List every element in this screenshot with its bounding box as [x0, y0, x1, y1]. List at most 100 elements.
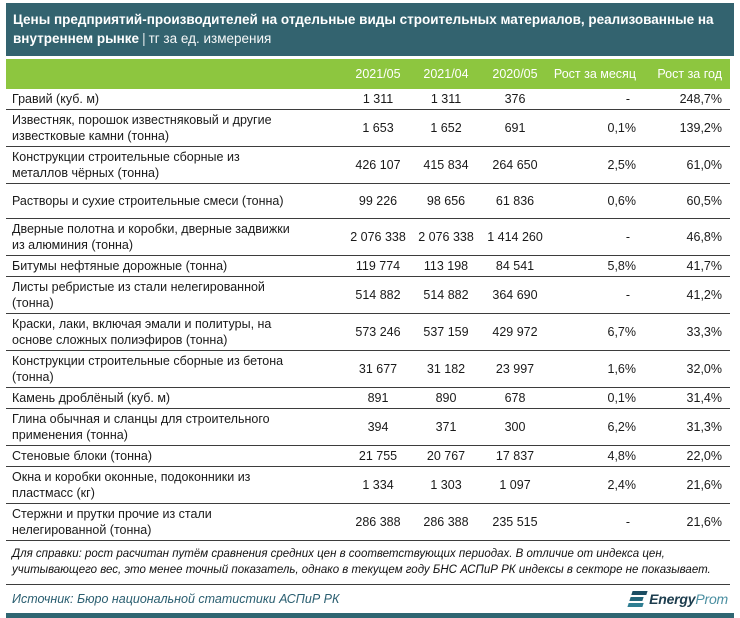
price-cell: 691	[478, 109, 552, 147]
growth-cell: 60,5%	[644, 183, 730, 219]
price-table: 2021/05 2021/04 2020/05 Рост за месяц Ро…	[6, 59, 730, 541]
growth-cell: 4,8%	[552, 445, 644, 467]
price-cell: 31 677	[342, 350, 414, 388]
price-cell: 514 882	[342, 276, 414, 314]
price-cell: 235 515	[478, 503, 552, 541]
price-cell: 264 650	[478, 146, 552, 184]
column-header-year-growth: Рост за год	[657, 67, 722, 81]
price-cell: 119 774	[342, 255, 414, 277]
price-cell: 890	[414, 387, 478, 409]
price-cell: 99 226	[342, 183, 414, 219]
table-header-row: 2021/05 2021/04 2020/05 Рост за месяц Ро…	[6, 59, 730, 89]
column-header-2021-04: 2021/04	[423, 67, 469, 81]
footnote: Для справки: рост расчитан путём сравнен…	[6, 541, 730, 585]
material-name: Конструкции строительные сборные из бето…	[6, 350, 342, 388]
title-text: Цены предприятий-производителей на отдел…	[13, 12, 714, 46]
price-cell: 1 303	[414, 466, 478, 504]
growth-cell: 22,0%	[644, 445, 730, 467]
price-cell: 1 653	[342, 109, 414, 147]
table-row: Камень дроблёный (куб. м) 891 890 678 0,1% 31…	[6, 387, 730, 409]
table-row: Конструкции строительные сборные из мета…	[6, 146, 730, 184]
growth-cell: 21,6%	[644, 503, 730, 541]
price-cell: 376	[478, 89, 552, 110]
price-cell: 17 837	[478, 445, 552, 467]
material-name: Битумы нефтяные дорожные (тонна)	[6, 255, 342, 277]
material-name: Глина обычная и сланцы для строительного…	[6, 408, 342, 446]
material-name: Камень дроблёный (куб. м)	[6, 387, 342, 409]
growth-cell: 1,6%	[552, 350, 644, 388]
material-name: Известняк, порошок известняковый и други…	[6, 109, 342, 147]
price-cell: 1 652	[414, 109, 478, 147]
price-cell: 371	[414, 408, 478, 446]
price-cell: 426 107	[342, 146, 414, 184]
price-cell: 394	[342, 408, 414, 446]
price-cell: 61 836	[478, 183, 552, 219]
growth-cell: 2,5%	[552, 146, 644, 184]
column-header-month-growth: Рост за месяц	[553, 67, 636, 81]
price-cell: 286 388	[342, 503, 414, 541]
table-row: Конструкции строительные сборные из бето…	[6, 350, 730, 388]
price-cell: 1 311	[414, 89, 478, 110]
price-cell: 1 414 260	[478, 218, 552, 256]
growth-cell: -	[552, 218, 644, 256]
table-body: Гравий (куб. м) 1 311 1 311 376-248,7% Извес…	[6, 89, 730, 541]
title-separator: |	[142, 31, 146, 46]
title-unit: тг за ед. измерения	[148, 31, 272, 46]
table-row: Стеновые блоки (тонна) 21 755 20 767 17 837…	[6, 445, 730, 467]
price-cell: 31 182	[414, 350, 478, 388]
table-row: Окна и коробки оконные, подоконники из п…	[6, 466, 730, 504]
material-name: Краски, лаки, включая эмали и политуры, …	[6, 313, 342, 351]
price-cell: 364 690	[478, 276, 552, 314]
energyprom-logo-icon	[627, 591, 648, 607]
growth-cell: 46,8%	[644, 218, 730, 256]
material-name: Стержни и прутки прочие из стали нелегир…	[6, 503, 342, 541]
table-row: Гравий (куб. м) 1 311 1 311 376-248,7%	[6, 89, 730, 110]
material-name: Растворы и сухие строительные смеси (тон…	[6, 183, 342, 219]
price-cell: 21 755	[342, 445, 414, 467]
column-header-2021-05: 2021/05	[355, 67, 401, 81]
logo-prom-text: Prom	[695, 591, 728, 607]
growth-cell: 0,6%	[552, 183, 644, 219]
price-cell: 537 159	[414, 313, 478, 351]
table-row: Дверные полотна и коробки, дверные задви…	[6, 218, 730, 256]
price-cell: 429 972	[478, 313, 552, 351]
table-row: Битумы нефтяные дорожные (тонна) 119 774 1…	[6, 255, 730, 277]
table-row: Листы ребристые из стали нелегированной …	[6, 276, 730, 314]
material-name: Окна и коробки оконные, подоконники из п…	[6, 466, 342, 504]
price-cell: 20 767	[414, 445, 478, 467]
growth-cell: 21,6%	[644, 466, 730, 504]
material-name: Дверные полотна и коробки, дверные задви…	[6, 218, 342, 256]
growth-cell: 139,2%	[644, 109, 730, 147]
growth-cell: -	[552, 89, 644, 110]
growth-cell: -	[552, 276, 644, 314]
price-cell: 2 076 338	[414, 218, 478, 256]
price-cell: 678	[478, 387, 552, 409]
growth-cell: 6,2%	[552, 408, 644, 446]
growth-cell: 33,3%	[644, 313, 730, 351]
price-cell: 415 834	[414, 146, 478, 184]
table-row: Растворы и сухие строительные смеси (тон…	[6, 183, 730, 219]
growth-cell: 61,0%	[644, 146, 730, 184]
growth-cell: 0,1%	[552, 109, 644, 147]
price-cell: 1 311	[342, 89, 414, 110]
logo-energy-text: Energy	[649, 591, 696, 607]
price-cell: 98 656	[414, 183, 478, 219]
price-cell: 573 246	[342, 313, 414, 351]
price-cell: 23 997	[478, 350, 552, 388]
price-cell: 1 097	[478, 466, 552, 504]
price-cell: 891	[342, 387, 414, 409]
growth-cell: 248,7%	[644, 89, 730, 110]
price-cell: 300	[478, 408, 552, 446]
material-name: Конструкции строительные сборные из мета…	[6, 146, 342, 184]
price-cell: 514 882	[414, 276, 478, 314]
energyprom-logo-text: EnergyProm	[649, 591, 728, 607]
material-name: Гравий (куб. м)	[6, 89, 342, 110]
growth-cell: 6,7%	[552, 313, 644, 351]
price-cell: 2 076 338	[342, 218, 414, 256]
growth-cell: 0,1%	[552, 387, 644, 409]
table-row: Известняк, порошок известняковый и други…	[6, 109, 730, 147]
growth-cell: 41,7%	[644, 255, 730, 277]
table-row: Краски, лаки, включая эмали и политуры, …	[6, 313, 730, 351]
material-name: Листы ребристые из стали нелегированной …	[6, 276, 342, 314]
